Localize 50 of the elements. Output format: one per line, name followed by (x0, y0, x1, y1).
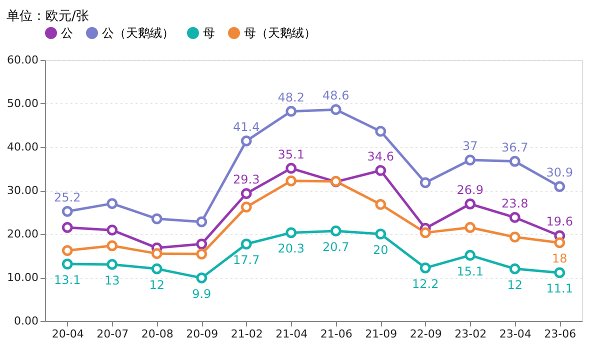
data-label: 29.3 (233, 172, 260, 187)
data-label: 25.2 (54, 190, 81, 204)
x-tick-label: 21-02 (230, 328, 263, 340)
x-tick-label: 22-09 (410, 328, 442, 340)
y-tick-label: 0.00 (14, 314, 38, 328)
legend-label: 公（天鹅绒） (102, 26, 174, 40)
data-label: 37 (462, 139, 478, 154)
x-tick-label: 23-02 (454, 328, 487, 340)
x-tick-label: 20-04 (52, 328, 84, 340)
data-label: 48.2 (278, 90, 304, 104)
x-tick-label: 21-04 (276, 328, 308, 340)
data-label: 12 (149, 278, 165, 292)
legend-label: 公 (61, 26, 73, 40)
data-label: 41.4 (233, 120, 260, 134)
data-label: 34.6 (367, 149, 394, 164)
data-label: 12.2 (412, 276, 439, 291)
x-tick-label: 20-07 (96, 328, 129, 340)
y-tick-label: 10.00 (7, 271, 38, 284)
data-label: 23.8 (502, 196, 528, 210)
legend-label: 母 (203, 26, 215, 40)
x-tick-label: 23-06 (544, 328, 576, 340)
data-label: 11.1 (546, 282, 573, 296)
data-label: 20.7 (322, 240, 350, 254)
y-tick-label: 60.00 (7, 54, 38, 66)
data-label: 48.6 (322, 88, 350, 103)
data-label: 13.1 (54, 273, 81, 288)
x-tick-label: 21-06 (320, 328, 352, 340)
y-tick-label: 30.00 (7, 184, 38, 197)
x-tick-label: 21-09 (365, 328, 398, 340)
data-label: 35.1 (278, 147, 304, 162)
y-tick-label: 20.00 (7, 228, 38, 240)
data-label: 20 (372, 243, 388, 257)
data-label: 20.3 (278, 242, 304, 256)
data-label: 13 (104, 273, 120, 288)
data-label: 9.9 (192, 286, 212, 301)
y-tick-label: 40.00 (7, 140, 38, 154)
legend-label: 母（天鹅绒） (244, 26, 316, 40)
x-tick-label: 20-09 (186, 328, 218, 340)
y-axis-title: 单位：欧元/张 (6, 9, 89, 24)
data-label: 36.7 (502, 140, 528, 154)
y-tick-label: 50.00 (7, 97, 38, 110)
data-label: 19.6 (546, 214, 573, 229)
data-label: 17.7 (233, 253, 260, 268)
data-label: 30.9 (546, 166, 573, 180)
data-label: 12 (507, 278, 523, 292)
data-label: 26.9 (456, 182, 484, 197)
x-tick-label: 23-04 (499, 328, 532, 340)
x-tick-label: 20-08 (141, 328, 174, 340)
data-label: 18 (552, 252, 568, 266)
data-label: 15.1 (456, 264, 484, 278)
